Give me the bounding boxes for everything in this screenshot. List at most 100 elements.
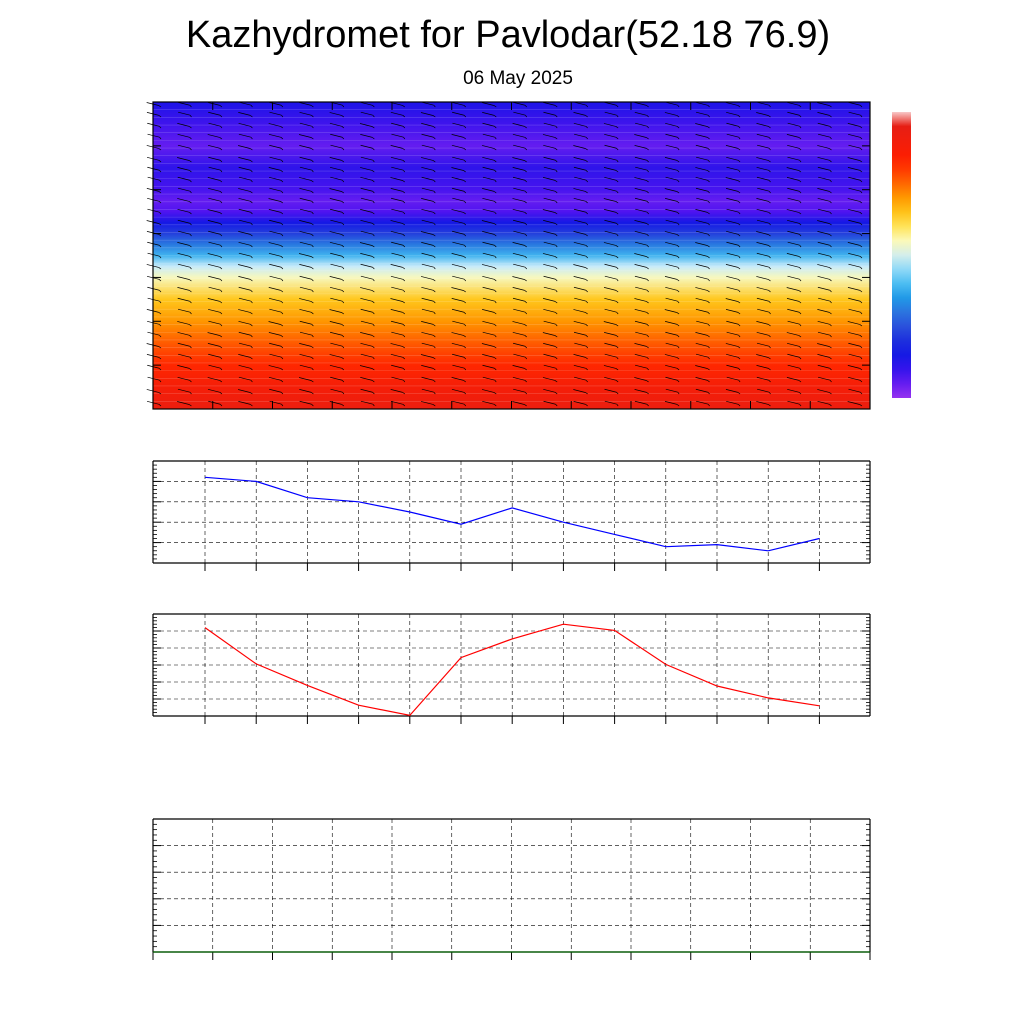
- wind-barb: [341, 201, 345, 204]
- wind-barb-flag: [452, 275, 465, 280]
- wind-barb: [859, 160, 863, 163]
- wind-barb: [494, 300, 497, 304]
- wind-barb: [860, 356, 863, 360]
- wind-barb: [189, 147, 192, 151]
- wind-barb-flag: [695, 187, 709, 192]
- wind-barb-flag: [787, 263, 800, 268]
- wind-barb-flag: [299, 122, 312, 127]
- wind-barb-flag: [390, 275, 404, 280]
- wind-barb-flag: [543, 400, 556, 405]
- wind-barb: [676, 324, 680, 327]
- wind-barb: [555, 159, 558, 163]
- wind-barb: [220, 289, 223, 293]
- wind-barb-flag: [695, 388, 708, 393]
- wind-barb: [219, 392, 223, 395]
- wind-barb-flag: [421, 321, 434, 325]
- wind-barb: [829, 392, 832, 395]
- wind-barb: [829, 201, 832, 204]
- wind-barb-flag: [695, 123, 708, 127]
- wind-barb-flag: [634, 264, 647, 268]
- wind-barb-flag: [726, 353, 739, 358]
- wind-barb: [220, 323, 223, 327]
- wind-barb-flag: [360, 275, 373, 280]
- wind-barb: [768, 290, 771, 293]
- wind-barb: [616, 278, 619, 282]
- wind-barb: [554, 256, 558, 259]
- wind-barb-flag: [268, 209, 281, 213]
- wind-barb-flag: [299, 111, 312, 116]
- wind-barb: [737, 115, 741, 118]
- wind-barb-flag: [452, 230, 465, 235]
- wind-barb-flag: [299, 156, 312, 161]
- wind-barb: [402, 392, 406, 395]
- wind-barb: [341, 170, 345, 173]
- wind-barb-flag: [573, 354, 586, 358]
- wind-barb-flag: [665, 176, 678, 181]
- wind-barb-flag: [573, 157, 586, 161]
- wind-barb: [433, 391, 436, 395]
- wind-barb-flag: [513, 219, 526, 224]
- wind-barb: [402, 404, 406, 407]
- wind-barb: [493, 105, 497, 108]
- wind-barb: [433, 137, 436, 140]
- wind-barb-flag: [756, 297, 769, 302]
- wind-barb-flag: [756, 112, 769, 116]
- wind-barb-flag: [695, 134, 708, 138]
- wind-barb: [341, 290, 345, 293]
- wind-barb: [311, 334, 314, 338]
- wind-barb-flag: [664, 401, 678, 405]
- wind-barb-flag: [421, 242, 434, 246]
- wind-barb-flag: [482, 156, 495, 161]
- wind-barb-flag: [817, 156, 830, 161]
- wind-barb: [280, 137, 284, 140]
- wind-barb: [432, 357, 436, 360]
- wind-barb-flag: [481, 145, 495, 149]
- wind-barb-flag: [513, 230, 526, 235]
- wind-barb-flag: [238, 145, 251, 149]
- wind-barb: [463, 278, 467, 282]
- wind-barb-flag: [451, 263, 465, 268]
- wind-barb-flag: [543, 388, 556, 393]
- wind-barb-flag: [543, 353, 556, 358]
- wind-barb-flag: [543, 122, 556, 127]
- wind-barb: [463, 223, 467, 226]
- wind-barb-flag: [329, 321, 342, 325]
- wind-barb: [677, 345, 680, 349]
- wind-barb: [372, 114, 375, 118]
- wind-barb: [798, 180, 802, 183]
- wind-barb-flag: [635, 208, 648, 213]
- wind-barb: [250, 334, 253, 338]
- wind-barb: [249, 267, 253, 270]
- wind-barb: [738, 324, 741, 327]
- wind-barb-flag: [482, 112, 495, 116]
- wind-barb: [189, 180, 192, 183]
- wind-barb-flag: [635, 166, 648, 171]
- wind-barb-flag: [178, 353, 191, 358]
- wind-barb: [738, 334, 741, 338]
- wind-barb: [555, 312, 558, 315]
- wind-barb: [280, 201, 284, 204]
- wind-barb-flag: [238, 197, 251, 202]
- wind-barb-flag: [177, 219, 190, 224]
- wind-barb-flag: [604, 133, 617, 138]
- wind-barb-flag: [329, 364, 343, 369]
- wind-barb: [768, 115, 771, 118]
- wind-barb: [493, 148, 497, 151]
- wind-barb-flag: [360, 332, 373, 336]
- wind-barb: [737, 148, 741, 151]
- wind-barb: [403, 211, 406, 215]
- wind-barb-flag: [330, 144, 343, 149]
- wind-barb-flag: [817, 343, 830, 347]
- wind-barb: [646, 160, 649, 163]
- wind-barb: [707, 323, 710, 327]
- wind-barb-flag: [512, 376, 525, 381]
- wind-barb-flag: [634, 253, 647, 257]
- wind-barb-flag: [543, 102, 556, 106]
- wind-barb: [464, 367, 467, 371]
- wind-barb: [341, 312, 345, 315]
- wind-barb: [798, 148, 802, 151]
- wind-barb-flag: [787, 275, 800, 280]
- wind-barb-flag: [391, 331, 404, 336]
- wind-barb-flag: [177, 133, 190, 138]
- wind-barb-flag: [208, 111, 221, 116]
